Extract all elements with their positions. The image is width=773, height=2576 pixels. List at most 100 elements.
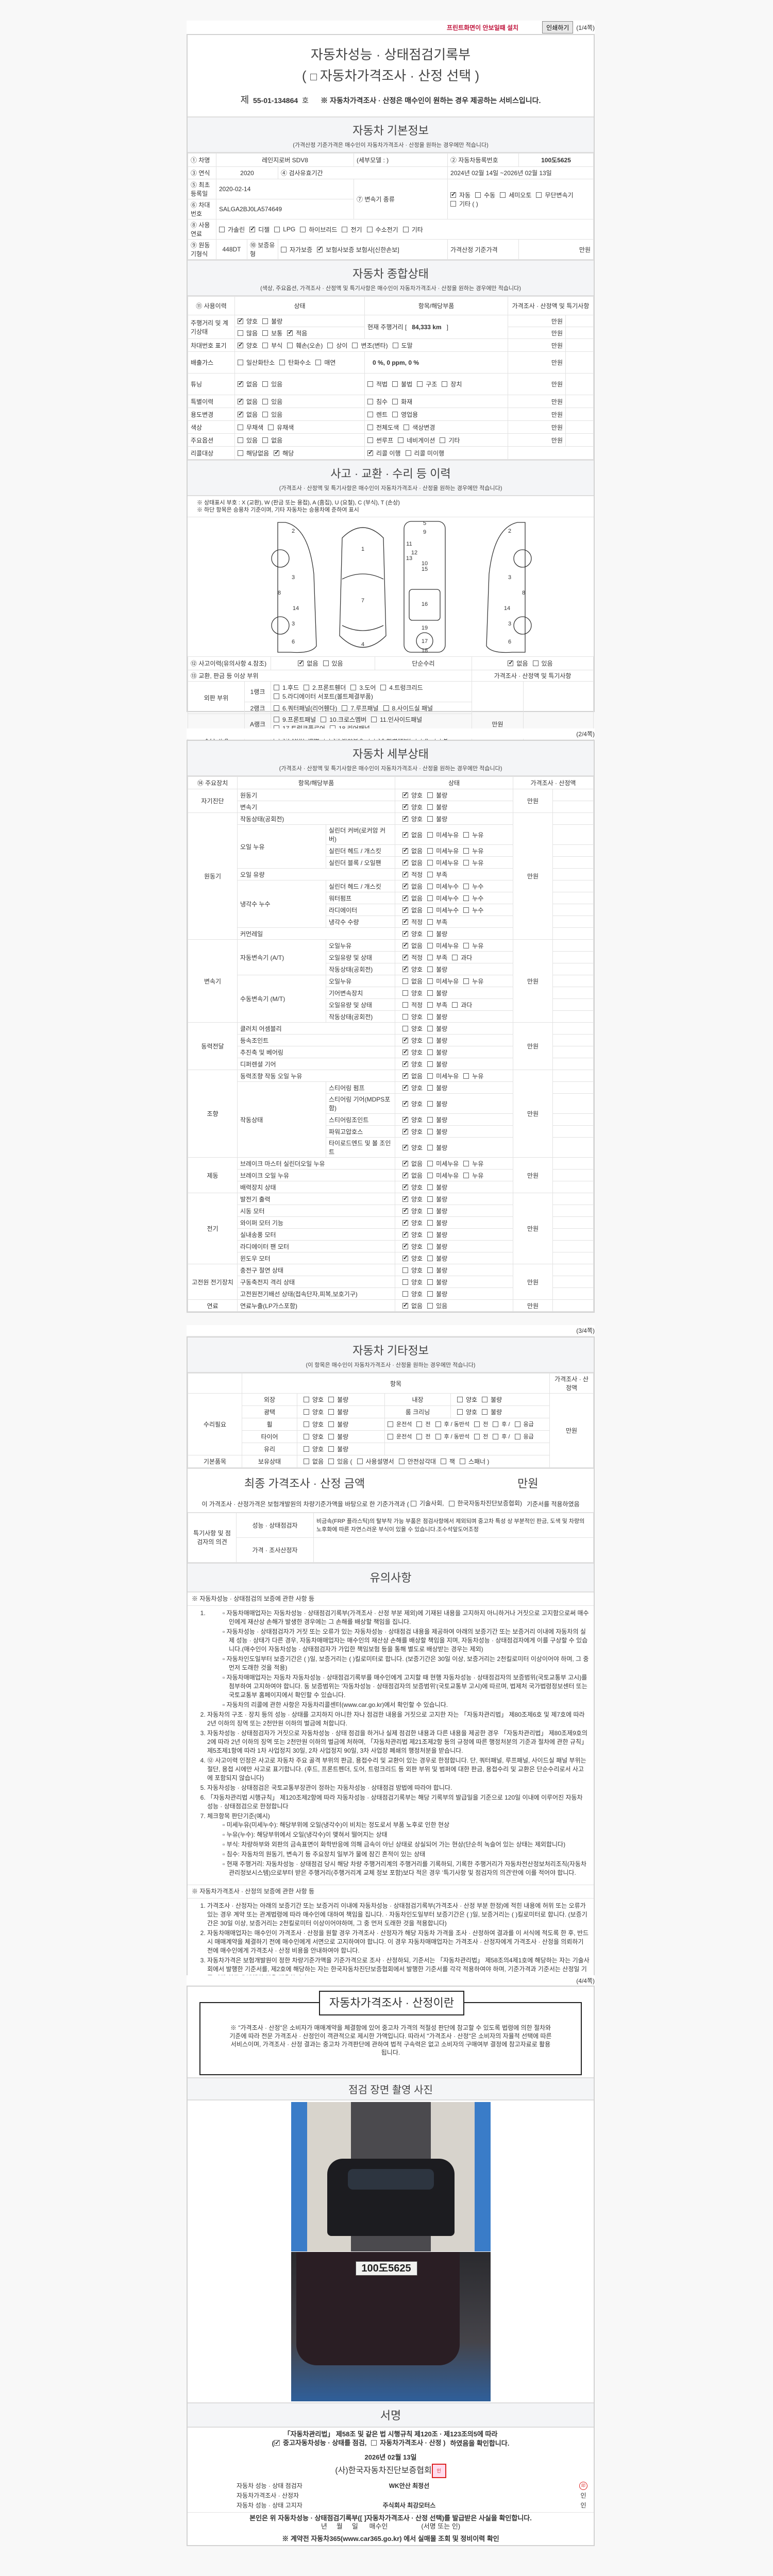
option-label: 미세누유 [436, 1072, 459, 1080]
seal-text: 인 [436, 2468, 441, 2473]
blank [188, 1373, 242, 1394]
option-label: 미세누유 [436, 1172, 459, 1179]
note-bullet: 자동차매매업자는 자동차 자동차성능 · 상태점검기록부를 매수인에게 고지할 … [227, 1673, 590, 1700]
diagram-part-number: 13 [406, 555, 412, 562]
checkbox-icon [427, 816, 433, 822]
checkbox-icon [427, 859, 433, 866]
checkbox-option: 양호 [402, 1048, 423, 1057]
checkbox-icon [463, 942, 469, 948]
checkbox-option: 매연 [315, 358, 335, 367]
option-label: 가솔린 [228, 226, 245, 233]
checkbox-option: 10.크로스멤버 [321, 715, 366, 724]
option-label: 불량 [436, 803, 448, 811]
detail-row: 고전원 전기장치 충전구 절연 상태 양호 불량 만원 [188, 1264, 594, 1300]
checkbox-option: 적음 [287, 329, 307, 337]
col-header: ⑪ 사용이력 [188, 296, 235, 315]
state-options: 없음 미세누유 누유 [395, 824, 514, 845]
checkbox-option: 양호 [304, 1395, 324, 1404]
note-bullet: 부식: 차량하부와 외판의 금속표면이 화학반응에 의해 금속이 아닌 상태로 … [227, 1840, 590, 1849]
item-cell: 렌트 영업용 [364, 408, 508, 421]
print-button[interactable]: 인쇄하기 [542, 21, 574, 33]
option-label: 양호 [411, 1231, 423, 1239]
state-options: 양호 불량 [395, 812, 514, 825]
option-label: 1.후드 [282, 684, 299, 691]
option-label: 불량 [436, 1100, 448, 1108]
checkbox-icon [262, 381, 268, 387]
checked-box-icon [402, 1072, 408, 1079]
note-bullet: 침수: 자동차의 원동기, 변속기 등 주요장치 일부가 물에 잠긴 흔적이 있… [227, 1850, 590, 1859]
unit: 만원 [513, 1193, 553, 1264]
checkbox-option: 자동 [450, 191, 470, 199]
option-label: 전체도색 [376, 423, 399, 431]
state-options: 양호 불량 [395, 1113, 514, 1126]
checkbox-icon [350, 684, 357, 690]
checkbox-option: 영업용 [392, 410, 418, 419]
checkbox-option: 양호 [402, 1127, 423, 1136]
option-label: 누유 [472, 1160, 484, 1167]
blank [552, 1240, 594, 1252]
device-group: 연료 [188, 1299, 238, 1312]
option-label: 한국자동차진단보증협회) [457, 1500, 522, 1507]
checkbox-icon [435, 1433, 441, 1439]
checkbox-option: 불량 [427, 1115, 447, 1124]
checkbox-option: 양호 [402, 1278, 423, 1286]
detail-row: 파워고압호스 양호 불량 [188, 1125, 594, 1138]
checkbox-icon [427, 832, 433, 838]
option-label: 없음 [411, 1160, 423, 1167]
checkbox-option: 양호 [402, 1290, 423, 1298]
option-label: 영업용 [401, 411, 418, 418]
checkbox-icon [463, 1172, 469, 1178]
checkbox-option: 없음 [402, 831, 423, 839]
checkbox-icon [427, 1084, 433, 1091]
checkbox-option: 상이 [327, 341, 347, 350]
install-link[interactable]: 프린트화면이 안보일때 설치 [446, 24, 519, 31]
checkbox-option: 6.쿼터패널(리어휀다) [274, 704, 337, 713]
state-options: 있음 없음 [234, 433, 365, 447]
option-label: 자동차가격조사 · 산정 ) [380, 2439, 446, 2447]
option-label: 양호 [411, 1144, 423, 1151]
checkbox-option: 불량 [328, 1395, 348, 1404]
checkbox-option: 변조(변타) [352, 341, 388, 350]
option-label: 일산화탄소 [246, 359, 275, 366]
checkbox-option: 없음 [402, 858, 423, 867]
checkbox-option: 양호 [457, 1395, 477, 1404]
checkbox-option: 양호 [402, 1195, 423, 1204]
windshield-line [342, 573, 384, 580]
option-label: 전기 [350, 226, 362, 233]
checkbox-icon [427, 966, 433, 972]
option-label: 부족 [436, 918, 448, 926]
checkbox-option: 리콜 이행 [367, 449, 401, 457]
wheel-icon [513, 616, 532, 635]
checkbox-option: 미세누유 [427, 846, 459, 855]
option-label: 후 / [501, 1434, 510, 1440]
checked-box-icon [402, 846, 408, 854]
option-label: 양호 [312, 1396, 324, 1403]
checked-box-icon [402, 918, 408, 925]
state-options: 일산화탄소 탄화수소 매연 [234, 351, 365, 374]
item-label: 휠 [242, 1418, 297, 1431]
option-label: 누수 [472, 906, 484, 914]
checkbox-icon [452, 1002, 458, 1008]
issuer-seal-icon: 인 [431, 2463, 446, 2478]
col-header: ⑭ 주요장치 [188, 776, 238, 789]
checkbox-icon [274, 717, 280, 722]
blank [565, 338, 594, 352]
blank [552, 789, 594, 801]
state-options: 양호 불량 [395, 1193, 514, 1205]
checkbox-option: 스패너 ) [459, 1457, 489, 1466]
document-number: 제 55-01-134864 호 ※ 자동차가격조사 · 산정은 매수인이 원하… [188, 93, 594, 106]
mileage-label: 현재 주행거리 [ [367, 324, 407, 331]
option-label: 썬루프 [376, 436, 394, 444]
option-label: 7.루프패널 [350, 704, 379, 712]
item-label: 구동축전지 격리 상태 [237, 1276, 396, 1288]
section-title: 서명 [380, 2409, 401, 2422]
option-label: 6.쿼터패널(리어휀다) [282, 704, 338, 712]
checkbox-option: 양호 [402, 1230, 423, 1239]
checkbox-option: 없음 [402, 1159, 423, 1168]
state-options: 없음 있음 [234, 408, 365, 421]
checkbox-icon [383, 705, 389, 711]
checkbox-option: 양호 [402, 1060, 423, 1069]
option-label: 기타 [448, 436, 460, 444]
checkbox-icon [411, 1500, 417, 1506]
